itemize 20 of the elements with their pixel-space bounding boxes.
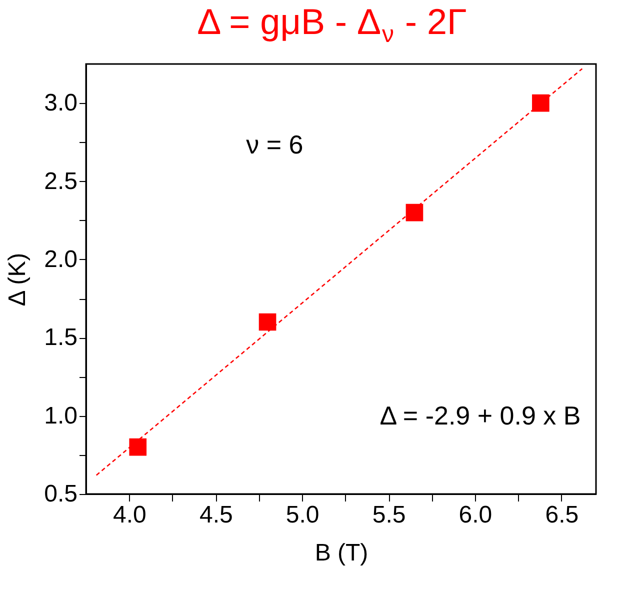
y-tick-label: 0.5 — [44, 480, 78, 508]
y-tick-label: 3.0 — [44, 90, 78, 117]
annotation: ν = 6 — [246, 130, 304, 160]
point — [406, 204, 424, 222]
x-tick-label: 4.5 — [199, 502, 233, 528]
y-tick-label: 2.0 — [44, 246, 78, 273]
x-tick-label: 5.0 — [286, 502, 320, 528]
point — [129, 438, 147, 456]
point — [532, 94, 550, 112]
x-tick-label: 6.0 — [458, 502, 492, 528]
x-axis-title: B (T) — [314, 540, 368, 566]
y-tick-label: 1.0 — [44, 402, 78, 430]
y-axis-title: Δ (K) — [4, 252, 32, 306]
x-tick-label: 6.5 — [545, 502, 579, 528]
point — [258, 313, 276, 331]
x-tick-label: 4.0 — [113, 502, 146, 528]
y-tick-label: 2.5 — [44, 168, 78, 195]
x-tick-label: 5.5 — [372, 502, 406, 528]
y-tick-label: 1.5 — [44, 324, 78, 352]
annotation: Δ = -2.9 + 0.9 x B — [380, 400, 581, 431]
